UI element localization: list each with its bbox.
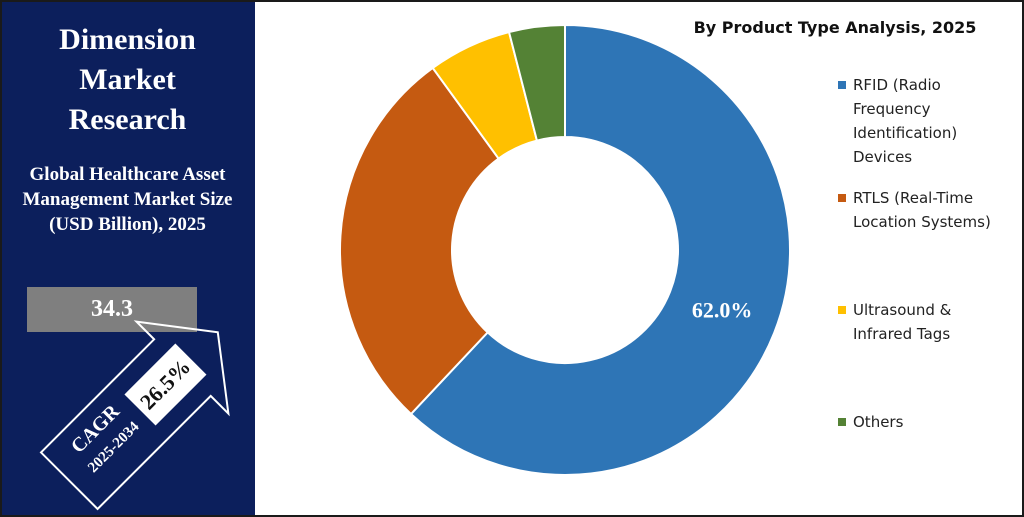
subtitle: Global Healthcare Asset Management Marke…	[22, 164, 233, 235]
side-panel	[2, 2, 255, 515]
legend-label: Ultrasound & Infrared Tags	[853, 301, 952, 343]
arrow-outline	[39, 320, 230, 511]
chart-title: By Product Type Analysis, 2025	[694, 18, 977, 37]
cagr-box	[124, 343, 207, 426]
donut-slice	[507, 23, 566, 142]
legend-swatch	[838, 81, 846, 89]
market-size: 34.3	[91, 296, 133, 322]
legend-swatch	[838, 194, 846, 202]
legend-swatch	[838, 418, 846, 426]
legend-swatch	[838, 306, 846, 314]
size-box	[27, 287, 197, 332]
donut-slice	[409, 23, 791, 476]
legend-label: RFID (Radio Frequency Identification) De…	[853, 76, 958, 166]
value-label: 62.0%	[692, 297, 753, 322]
donut-slice	[339, 66, 500, 416]
legend-label: Others	[853, 413, 904, 431]
brand: Dimension Market Research	[59, 23, 196, 136]
legend-label: RTLS (Real-Time Location Systems)	[853, 189, 991, 231]
